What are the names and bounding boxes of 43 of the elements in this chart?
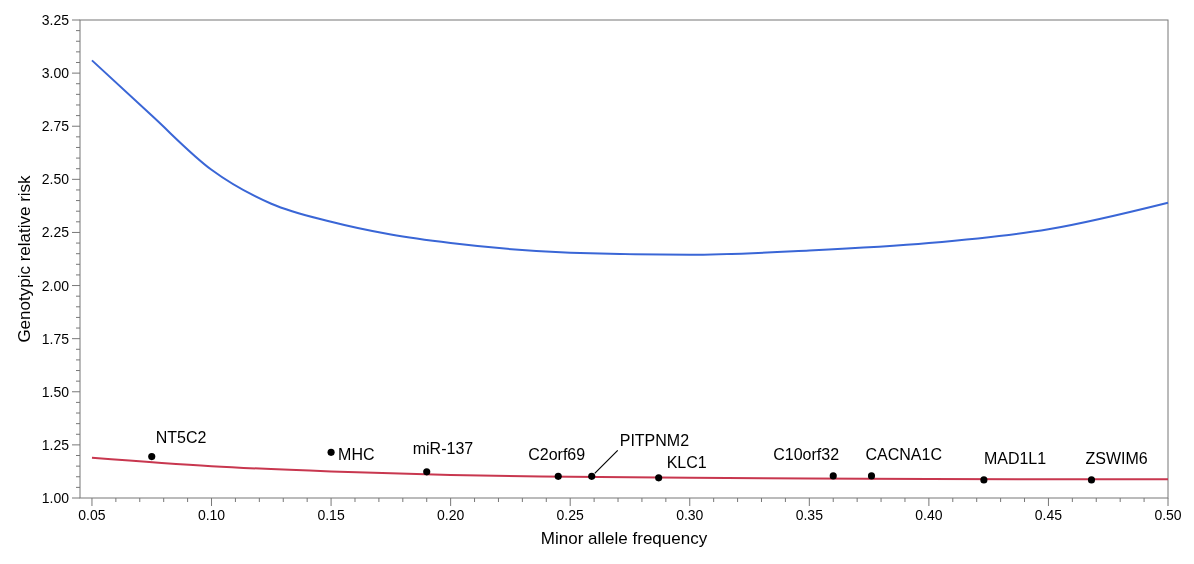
- annotation: C10orf32: [773, 445, 840, 463]
- x-tick-label: 0.45: [1034, 507, 1063, 523]
- y-tick-label: 2.50: [41, 171, 70, 188]
- y-axis-title: Genotypic relative risk: [15, 174, 34, 343]
- x-axis-title: Minor allele frequency: [540, 529, 708, 548]
- point: [327, 448, 335, 456]
- y-tick-label: 2.25: [41, 224, 70, 241]
- annotation: miR-137: [412, 439, 474, 457]
- annotation: ZSWIM6: [1085, 449, 1148, 467]
- x-tick-label: 0.10: [197, 507, 226, 523]
- x-tick-label: 0.05: [78, 507, 106, 523]
- x-tick-label: 0.35: [795, 507, 824, 523]
- point: [867, 472, 876, 480]
- y-tick-label: 1.75: [41, 330, 70, 347]
- point: [148, 453, 156, 461]
- y-tick-label: 2.75: [41, 118, 70, 135]
- annotation: MHC: [338, 446, 375, 464]
- point: [588, 472, 596, 480]
- annotation: MAD1L1: [983, 449, 1047, 467]
- annotation: NT5C2: [155, 428, 207, 446]
- point: [655, 474, 663, 482]
- annotation: KLC1: [666, 453, 707, 471]
- point: [423, 468, 431, 476]
- x-tick-label: 0.40: [915, 507, 943, 523]
- x-tick-label: 0.25: [556, 507, 585, 523]
- point: [554, 472, 562, 480]
- annotation: CACNA1C: [865, 445, 942, 463]
- y-tick-label: 1.00: [41, 490, 70, 506]
- annotation: C2orf69: [528, 446, 586, 464]
- y-tick-label: 3.25: [41, 12, 70, 28]
- y-tick-label: 1.25: [41, 436, 70, 453]
- y-tick-label: 3.00: [41, 65, 70, 82]
- x-tick-label: 0.15: [317, 507, 345, 523]
- y-tick-label: 1.50: [41, 383, 70, 400]
- y-tick-label: 2.00: [41, 277, 70, 294]
- line-series: [90, 59, 1169, 256]
- x-tick-label: 0.20: [437, 507, 465, 523]
- point: [980, 476, 988, 484]
- annotation: PITPNM2: [619, 432, 690, 450]
- point: [1087, 476, 1096, 484]
- x-tick-label: 0.50: [1154, 507, 1182, 523]
- point: [829, 472, 837, 480]
- x-tick-label: 0.30: [676, 507, 704, 523]
